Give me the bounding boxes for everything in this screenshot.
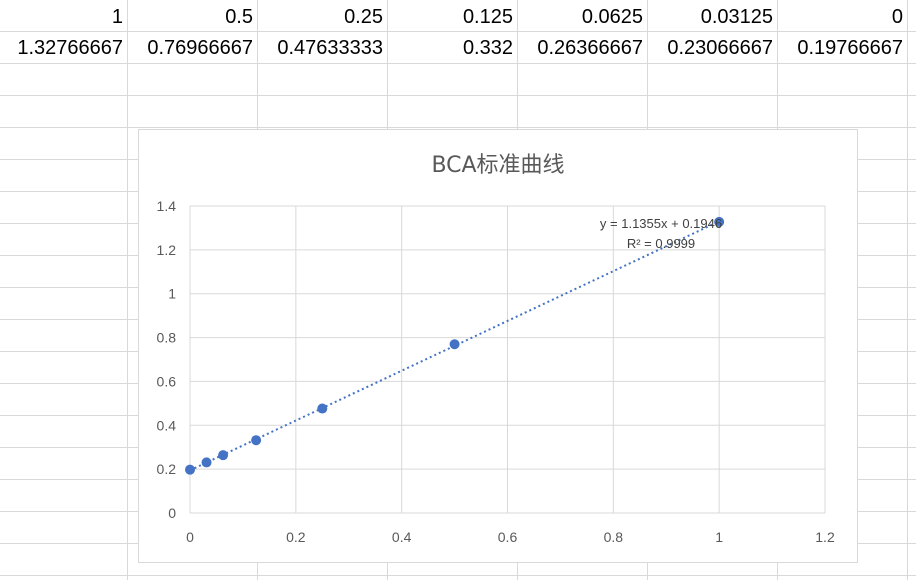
column-divider [127,0,128,580]
cell-d1[interactable]: 0.125 [462,6,513,28]
y-tick-label: 0.8 [157,330,177,346]
data-point [201,457,212,468]
row-divider [0,127,916,128]
cell-f2[interactable]: 0.23066667 [667,37,773,59]
y-tick-label: 0.6 [157,373,177,389]
tick-labels: 0 0.2 0.4 0.6 0.8 1 1.2 1.4 0 0.2 0.4 0.6 0.8 1 1.2 [157,198,835,545]
data-point [251,435,262,446]
row-divider [0,63,916,64]
data-point [317,403,328,414]
cell-a1[interactable]: 1 [111,6,123,28]
row-divider [0,95,916,96]
trendline-equation: y = 1.1355x + 0.1946 [600,216,722,231]
cell-d2[interactable]: 0.332 [462,37,513,59]
y-tick-label: 1 [168,286,176,302]
cell-b2[interactable]: 0.76966667 [147,37,253,59]
x-tick-label: 0.8 [604,529,624,545]
y-tick-label: 0.2 [157,461,177,477]
y-tick-label: 0 [168,505,176,521]
gridlines [189,205,826,513]
y-tick-label: 1.4 [157,198,177,214]
data-point [185,464,195,475]
cell-g1[interactable]: 0 [891,6,903,28]
cell-c1[interactable]: 0.25 [344,6,383,28]
column-divider [907,0,908,580]
x-tick-label: 0.2 [286,529,306,545]
data-point [714,216,725,227]
cell-e1[interactable]: 0.0625 [581,6,643,28]
x-tick-label: 0.6 [498,529,518,545]
data-points [185,216,725,475]
row-divider [0,31,916,32]
cell-b1[interactable]: 0.5 [225,6,253,28]
cell-a2[interactable]: 1.32766667 [17,37,123,59]
data-point [218,450,229,461]
cell-g2[interactable]: 0.19766667 [797,37,903,59]
x-tick-label: 1 [715,529,723,545]
cell-f1[interactable]: 0.03125 [700,6,773,28]
chart-title: BCA标准曲线 [431,153,564,178]
row-divider [0,575,916,576]
cell-c2[interactable]: 0.47633333 [277,37,383,59]
x-tick-label: 1.2 [815,529,835,545]
x-tick-label: 0.4 [392,529,412,545]
y-tick-label: 1.2 [157,242,177,258]
cell-e2[interactable]: 0.26366667 [537,37,643,59]
x-tick-label: 0 [186,529,194,545]
scatter-chart: BCA标准曲线 0 0.2 0.4 0.6 0.8 1 1.2 1.4 0 0.2 0.4 0.6 0.… [157,153,835,545]
chart-area[interactable]: BCA标准曲线 0 0.2 0.4 0.6 0.8 1 1.2 1.4 0 0.2 0.4 0.6 0.… [138,129,858,563]
data-point [449,339,460,350]
trendline-r-squared: R² = 0.9999 [627,236,695,251]
y-tick-label: 0.4 [157,417,177,433]
